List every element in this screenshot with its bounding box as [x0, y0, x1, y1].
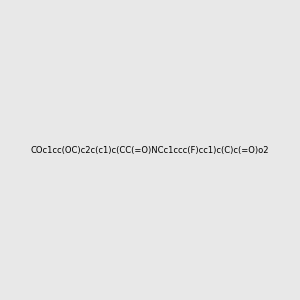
Text: COc1cc(OC)c2c(c1)c(CC(=O)NCc1ccc(F)cc1)c(C)c(=O)o2: COc1cc(OC)c2c(c1)c(CC(=O)NCc1ccc(F)cc1)c…: [31, 146, 269, 154]
